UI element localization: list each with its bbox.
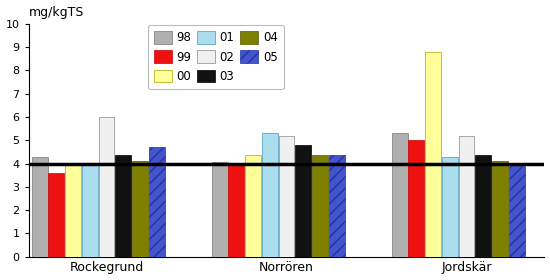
Bar <box>245 155 261 256</box>
Bar <box>48 173 64 256</box>
Bar <box>312 155 328 256</box>
Bar <box>509 166 525 256</box>
Bar <box>329 155 344 256</box>
Bar <box>212 162 228 256</box>
Bar <box>459 136 475 256</box>
Bar <box>442 157 458 256</box>
Bar <box>32 157 48 256</box>
Text: mg/kgTS: mg/kgTS <box>29 6 84 18</box>
Bar <box>425 52 441 256</box>
Bar <box>409 140 425 256</box>
Bar <box>492 161 508 256</box>
Bar <box>65 164 81 256</box>
Bar <box>116 155 131 256</box>
Bar <box>228 165 244 256</box>
Bar <box>98 117 114 256</box>
Bar <box>82 164 98 256</box>
Legend: 98, 99, 00, 01, 02, 03, 04, 05: 98, 99, 00, 01, 02, 03, 04, 05 <box>148 25 284 89</box>
Bar <box>279 136 294 256</box>
Bar <box>148 147 164 256</box>
Bar <box>295 145 311 256</box>
Bar <box>132 161 148 256</box>
Bar <box>392 133 408 256</box>
Bar <box>262 133 278 256</box>
Bar <box>475 155 491 256</box>
